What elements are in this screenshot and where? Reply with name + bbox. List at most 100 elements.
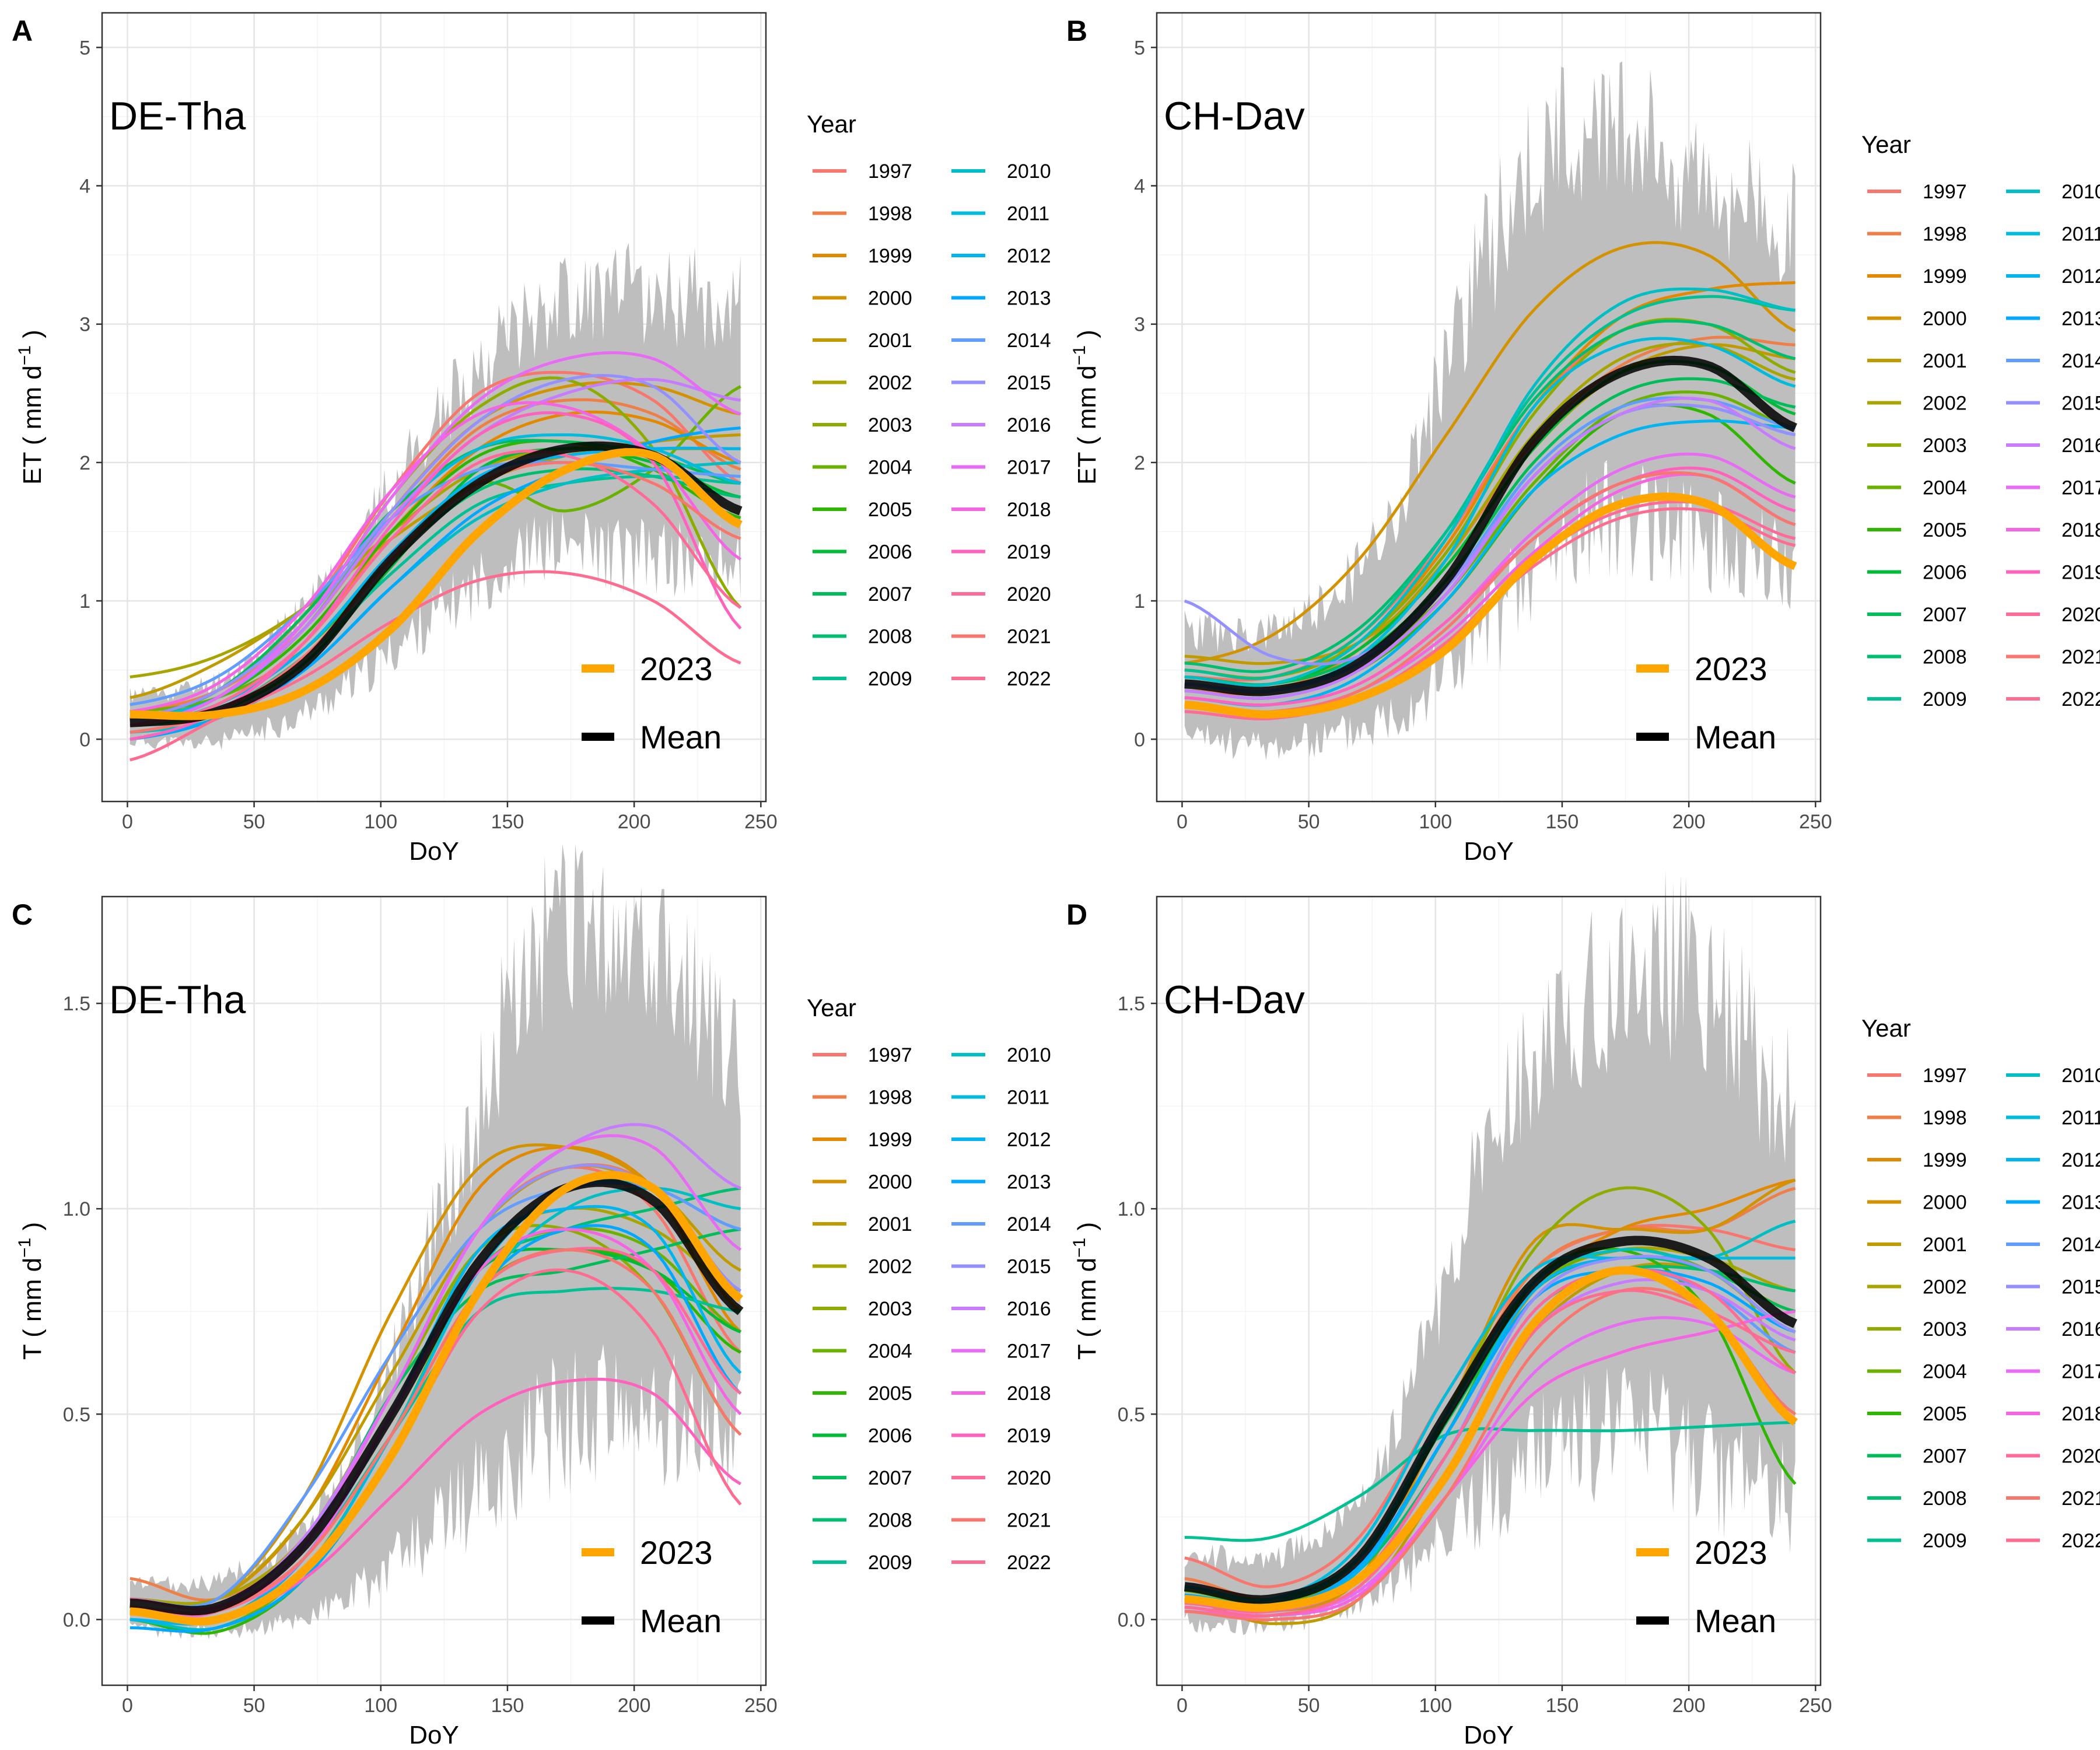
series-line-2023 — [130, 1171, 743, 1626]
y-tick-label: 2 — [1134, 452, 1145, 474]
legend-title: Year — [807, 994, 856, 1021]
series-line-2018 — [130, 401, 742, 713]
y-axis-title: T ( mm d−1 ) — [1070, 1222, 1101, 1360]
x-tick-label: 50 — [1298, 811, 1320, 833]
x-tick-label: 0 — [1177, 811, 1188, 833]
series-line-2023 — [1184, 1266, 1798, 1612]
observation-range-band — [1184, 61, 1796, 761]
legend-label-2020: 2020 — [1007, 583, 1051, 606]
legend-label-2009: 2009 — [1923, 1530, 1967, 1552]
legend-label-2017: 2017 — [1007, 1340, 1051, 1363]
legend-label-2016: 2016 — [1007, 1298, 1051, 1320]
series-group — [1184, 241, 1797, 720]
legend-label-2013: 2013 — [1007, 1171, 1051, 1194]
legend-title: Year — [1861, 131, 1911, 158]
observation-range-band — [1184, 870, 1796, 1636]
x-tick-label: 250 — [744, 811, 778, 833]
legend-label-2007: 2007 — [1923, 1446, 1967, 1468]
y-tick-label: 3 — [1134, 314, 1145, 336]
x-tick-label: 200 — [1672, 811, 1706, 833]
y-tick-label: 4 — [79, 175, 90, 197]
series-line-2020 — [130, 449, 742, 727]
x-tick-label: 100 — [364, 811, 397, 833]
x-tick-label: 50 — [243, 811, 265, 833]
legend-label-2005: 2005 — [1923, 1403, 1967, 1425]
legend-label-2020: 2020 — [2062, 1446, 2100, 1468]
x-tick-label: 0 — [122, 811, 133, 833]
legend-label-2001: 2001 — [1923, 350, 1967, 372]
legend-label-2018: 2018 — [2062, 1403, 2100, 1425]
y-axis-title: ET ( mm d−1 ) — [15, 330, 47, 485]
y-tick-label: 1.5 — [63, 993, 90, 1015]
series-line-mean — [130, 1177, 744, 1616]
legend-label-mean: Mean — [1695, 1602, 1776, 1639]
legend-label-2008: 2008 — [1923, 1488, 1967, 1510]
plot-border — [1156, 12, 1822, 803]
series-line-2014 — [130, 460, 741, 706]
legend-label-1999: 1999 — [868, 245, 912, 267]
series-line-2010 — [1184, 287, 1796, 687]
plot-border — [1156, 895, 1822, 1686]
panel-letter: D — [1066, 898, 1087, 931]
legend-label-1999: 1999 — [1923, 1149, 1967, 1171]
legend-label-2006: 2006 — [1923, 562, 1967, 584]
x-tick-label: 100 — [1419, 811, 1452, 833]
plot-border — [101, 12, 767, 803]
legend-label-1997: 1997 — [1923, 1065, 1967, 1087]
legend-label-2020: 2020 — [1007, 1467, 1051, 1489]
y-tick-label: 0 — [1134, 729, 1145, 751]
legend-label-2001: 2001 — [868, 1213, 912, 1236]
x-tick-label: 0 — [122, 1695, 133, 1717]
panel-letter: B — [1066, 15, 1087, 47]
y-tick-label: 0.5 — [63, 1404, 90, 1426]
legend-label-2013: 2013 — [2062, 308, 2100, 330]
y-tick-label: 1.0 — [63, 1198, 90, 1220]
y-tick-label: 1 — [79, 590, 90, 612]
legend-label-2022: 2022 — [2062, 1530, 2100, 1552]
series-line-2009 — [1184, 1420, 1796, 1542]
panel-a: A 0 50 100 150 200 250 0 1 2 3 4 5 DoY ET ( mm d−1 ) DE… — [12, 12, 1051, 866]
legend-label-2014: 2014 — [1007, 1213, 1051, 1236]
observation-range-band — [130, 844, 741, 1640]
legend-label-2017: 2017 — [2062, 477, 2100, 499]
y-tick-label: 5 — [79, 37, 90, 59]
x-axis-title: DoY — [1464, 837, 1514, 866]
legend-label-1999: 1999 — [868, 1129, 912, 1151]
x-axis-title: DoY — [409, 837, 459, 866]
legend-label-2000: 2000 — [868, 288, 912, 310]
legend-label-2000: 2000 — [1923, 1192, 1967, 1214]
legend-label-2009: 2009 — [1923, 688, 1967, 710]
legend-label-2001: 2001 — [1923, 1234, 1967, 1256]
series-line-mean — [1184, 1236, 1797, 1605]
legend-label-2011: 2011 — [2062, 223, 2100, 246]
legend-label-2015: 2015 — [1007, 1256, 1051, 1278]
legend-label-2018: 2018 — [2062, 519, 2100, 541]
panel-letter: A — [12, 15, 33, 47]
x-tick-label: 100 — [1419, 1695, 1452, 1717]
legend-label-2004: 2004 — [868, 457, 912, 479]
legend-label-mean: Mean — [640, 1602, 722, 1639]
site-label: DE-Tha — [109, 94, 246, 138]
y-tick-label: 0.5 — [1118, 1404, 1145, 1426]
legend-label-2010: 2010 — [1007, 1044, 1051, 1066]
legend-label-2005: 2005 — [868, 1382, 912, 1405]
legend-label-2014: 2014 — [1007, 330, 1051, 352]
legend-label-2003: 2003 — [868, 1298, 912, 1320]
panel-b: B 0 50 100 150 200 250 0 1 2 3 4 5 DoY ET ( mm d−1 ) CH… — [1066, 12, 2100, 866]
legend-label-2012: 2012 — [2062, 265, 2100, 288]
legend-label-2010: 2010 — [1007, 160, 1051, 183]
legend-label-2014: 2014 — [2062, 350, 2100, 372]
legend-label-2000: 2000 — [1923, 308, 1967, 330]
x-tick-label: 150 — [1546, 811, 1579, 833]
series-line-2000 — [1184, 241, 1796, 665]
legend-label-2002: 2002 — [1923, 393, 1967, 415]
legend-label-2014: 2014 — [2062, 1234, 2100, 1256]
legend-label-2021: 2021 — [2062, 1488, 2100, 1510]
y-tick-label: 1.5 — [1118, 993, 1145, 1015]
legend-label-2018: 2018 — [1007, 499, 1051, 521]
legend-label-2022: 2022 — [1007, 1552, 1051, 1574]
legend-label-2005: 2005 — [1923, 519, 1967, 541]
legend-label-2007: 2007 — [868, 1467, 912, 1489]
series-line-2015 — [1184, 403, 1796, 666]
x-tick-label: 150 — [491, 811, 524, 833]
